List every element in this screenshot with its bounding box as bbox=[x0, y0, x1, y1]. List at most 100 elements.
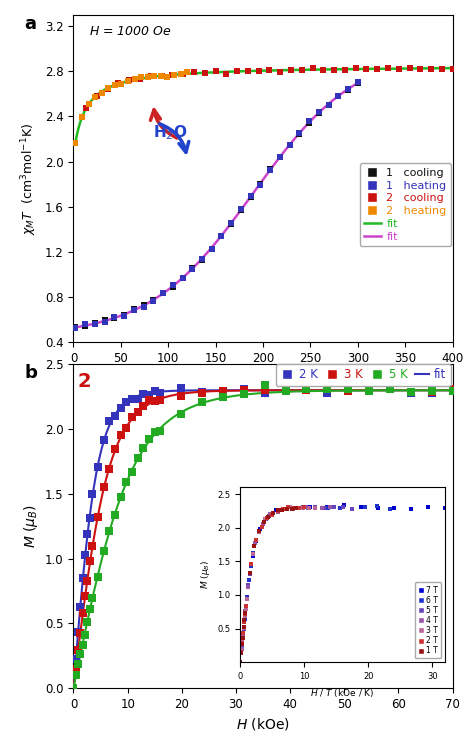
Point bbox=[117, 491, 125, 503]
Point bbox=[276, 152, 284, 163]
Point bbox=[218, 230, 225, 242]
Point bbox=[179, 272, 186, 284]
Point bbox=[365, 384, 373, 396]
Point bbox=[449, 386, 456, 397]
Point bbox=[428, 385, 436, 397]
Point bbox=[159, 287, 167, 299]
Point bbox=[123, 396, 130, 408]
Point bbox=[169, 280, 177, 291]
Point bbox=[324, 381, 331, 393]
Point bbox=[159, 287, 167, 299]
Point bbox=[395, 63, 402, 74]
Point bbox=[228, 218, 235, 230]
Point bbox=[169, 280, 177, 292]
Point bbox=[77, 648, 84, 660]
Point bbox=[100, 481, 108, 493]
Point bbox=[120, 308, 128, 320]
Point bbox=[134, 453, 142, 464]
Point bbox=[140, 400, 147, 412]
Point bbox=[183, 66, 191, 77]
Point bbox=[151, 426, 158, 438]
Point bbox=[131, 74, 138, 85]
Point bbox=[78, 111, 86, 123]
Point bbox=[74, 644, 82, 656]
Point bbox=[81, 629, 89, 641]
Point bbox=[240, 384, 247, 396]
Point bbox=[406, 62, 413, 74]
Y-axis label: $M$ ($\mu_B$): $M$ ($\mu_B$) bbox=[22, 504, 39, 548]
Point bbox=[89, 488, 96, 500]
Point bbox=[309, 63, 316, 74]
Point bbox=[70, 682, 77, 694]
Point bbox=[374, 63, 381, 75]
Point bbox=[325, 99, 332, 110]
Point bbox=[363, 63, 370, 74]
Point bbox=[86, 555, 93, 567]
Point bbox=[128, 411, 136, 422]
Point bbox=[170, 69, 178, 81]
Point bbox=[325, 99, 332, 110]
Point bbox=[198, 396, 206, 408]
Point bbox=[335, 90, 342, 102]
Point bbox=[198, 255, 206, 266]
Point bbox=[261, 386, 268, 398]
Point bbox=[134, 393, 142, 405]
Point bbox=[111, 79, 118, 91]
Point bbox=[365, 385, 373, 397]
Point bbox=[77, 627, 84, 639]
Point bbox=[130, 303, 137, 315]
Point bbox=[282, 384, 289, 396]
Point bbox=[136, 73, 144, 85]
Point bbox=[198, 387, 206, 399]
Text: H$_2$O: H$_2$O bbox=[153, 123, 187, 142]
Point bbox=[345, 383, 352, 395]
Point bbox=[147, 71, 155, 82]
Point bbox=[124, 75, 132, 87]
Point bbox=[72, 654, 80, 665]
Point bbox=[72, 138, 79, 149]
Point bbox=[428, 387, 436, 399]
Point bbox=[117, 429, 125, 441]
Point bbox=[438, 63, 446, 74]
Point bbox=[302, 384, 310, 396]
Point bbox=[287, 64, 295, 76]
Point bbox=[428, 386, 436, 398]
Point bbox=[137, 71, 145, 82]
Point bbox=[218, 230, 225, 242]
Point bbox=[208, 243, 216, 255]
Point bbox=[222, 68, 230, 80]
Point bbox=[164, 71, 171, 83]
Point bbox=[384, 63, 392, 74]
Legend: 2 K, 3 K, 5 K, fit: 2 K, 3 K, 5 K, fit bbox=[276, 364, 451, 386]
Point bbox=[407, 386, 415, 398]
Point bbox=[134, 406, 142, 417]
Point bbox=[72, 322, 79, 334]
Point bbox=[256, 179, 264, 191]
Point bbox=[198, 253, 206, 265]
Point bbox=[449, 63, 456, 75]
Point bbox=[140, 442, 147, 454]
Point bbox=[244, 65, 252, 77]
Point bbox=[123, 476, 130, 488]
Point bbox=[82, 320, 89, 332]
Text: 2: 2 bbox=[77, 372, 91, 392]
Point bbox=[140, 301, 147, 313]
Point bbox=[256, 179, 264, 191]
Point bbox=[151, 71, 158, 82]
Point bbox=[201, 67, 209, 79]
Point bbox=[386, 383, 394, 394]
Point bbox=[81, 549, 89, 561]
Point bbox=[179, 272, 186, 283]
Point bbox=[247, 191, 255, 203]
Point bbox=[74, 626, 82, 638]
Point bbox=[72, 663, 80, 675]
Point bbox=[110, 311, 118, 323]
Point bbox=[319, 64, 327, 76]
Point bbox=[120, 310, 128, 322]
Point bbox=[354, 77, 362, 89]
Point bbox=[128, 394, 136, 406]
Point bbox=[79, 572, 87, 584]
Point bbox=[354, 76, 362, 88]
Point bbox=[286, 139, 293, 151]
Point bbox=[70, 682, 77, 694]
